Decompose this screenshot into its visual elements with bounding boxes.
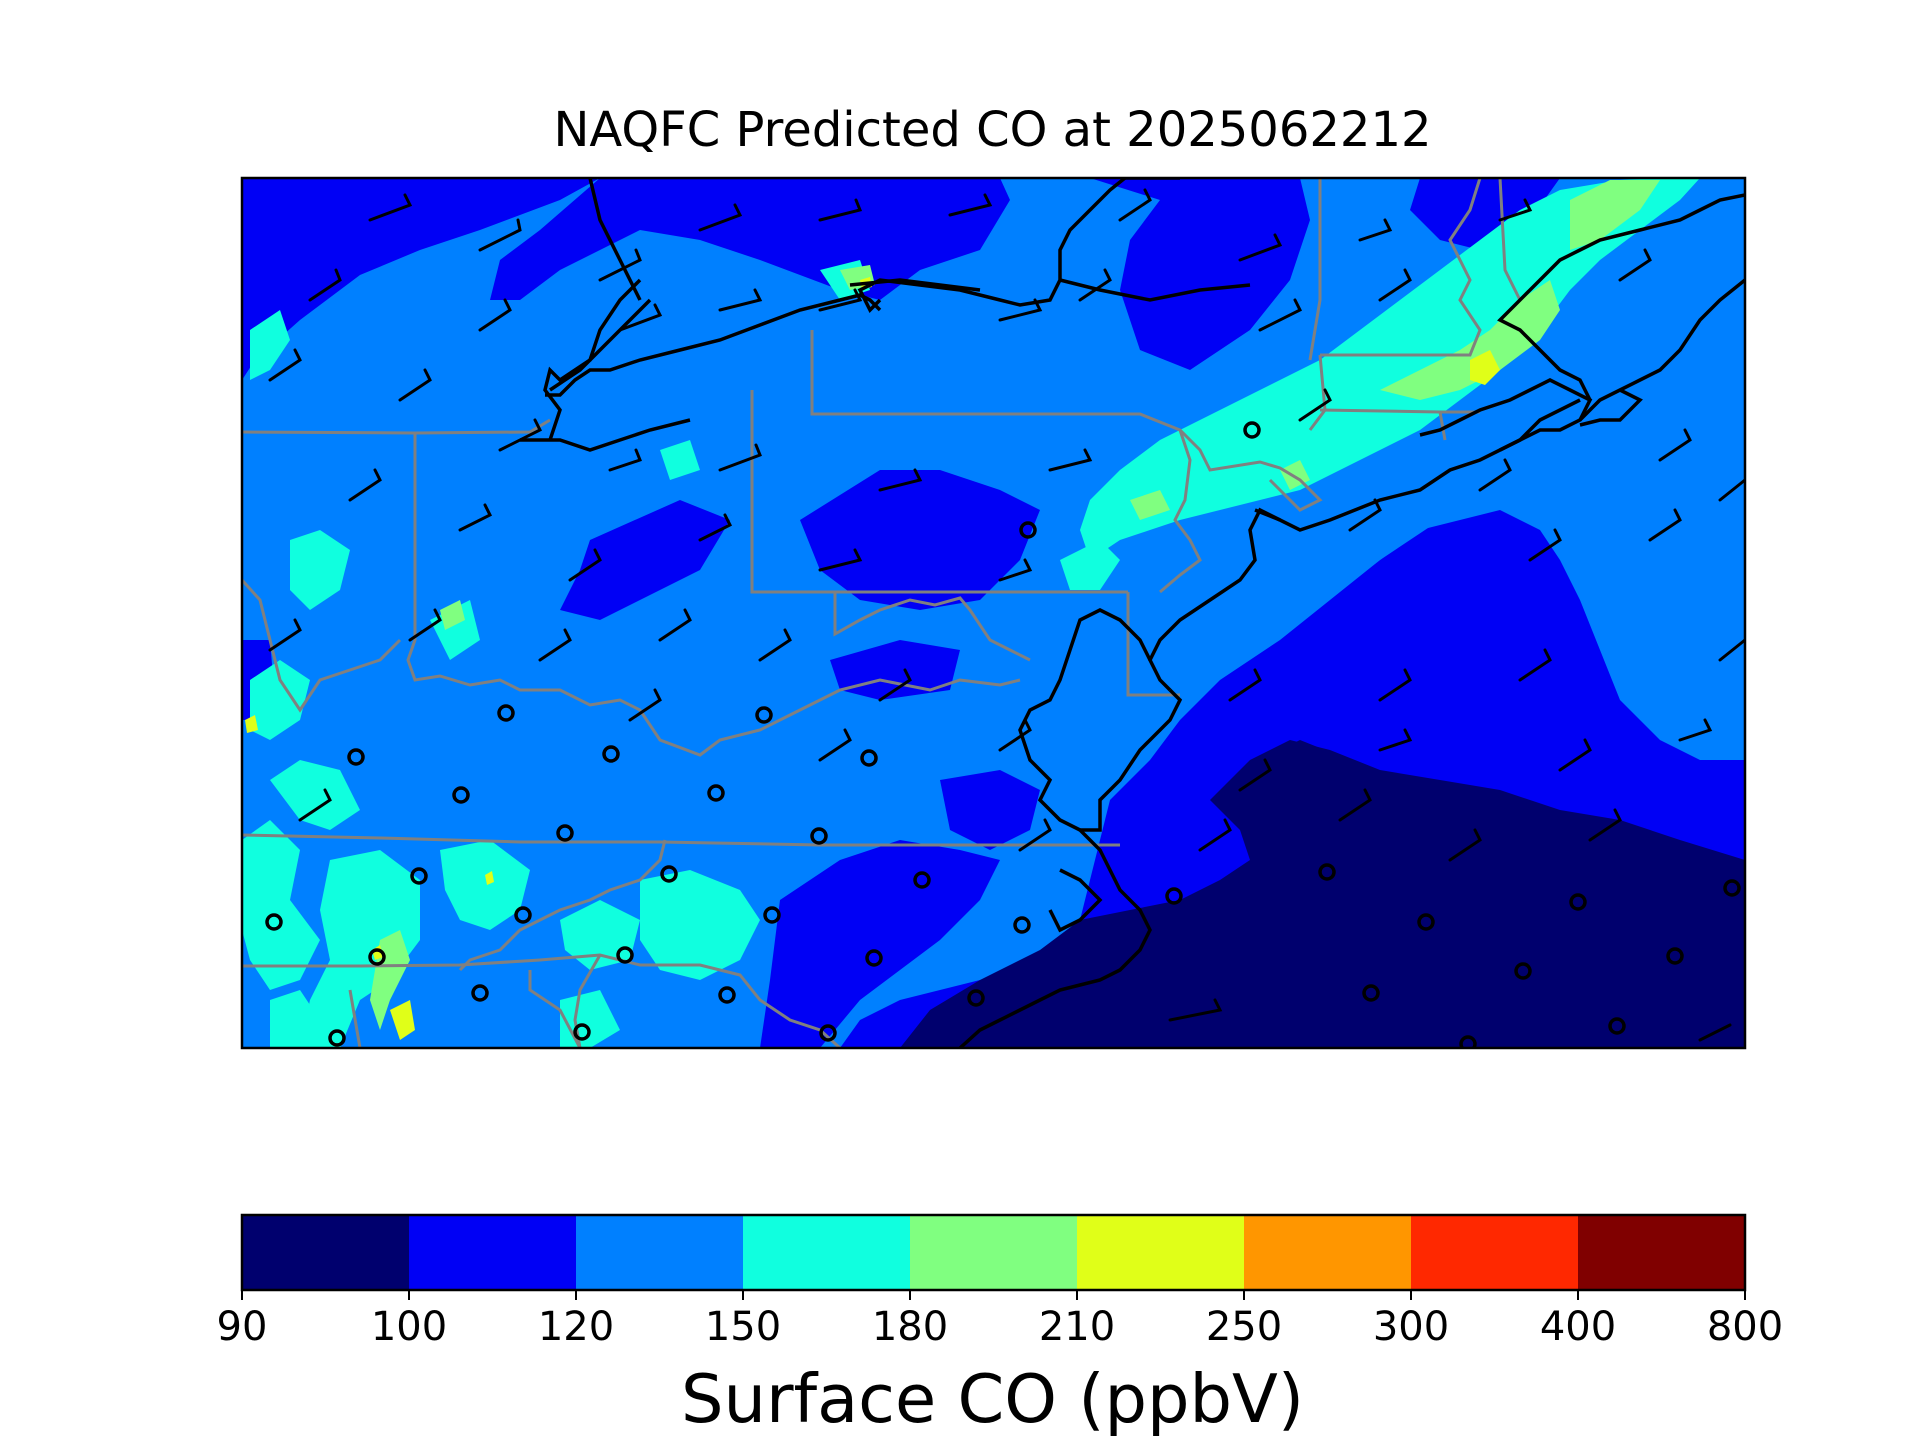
colorbar-cell (1578, 1215, 1746, 1290)
colorbar-frame (240, 1213, 1747, 1292)
map-title: NAQFC Predicted CO at 2025062212 (553, 102, 1432, 158)
colorbar-tick-label: 210 (1039, 1304, 1115, 1350)
colorbar-cell (1244, 1215, 1412, 1290)
colorbar-cell (409, 1215, 577, 1290)
calm-wind-circles (265, 421, 1741, 1048)
colorbar-tick-label: 800 (1707, 1304, 1783, 1350)
colorbar-label: Surface CO (ppbV) (680, 1360, 1305, 1438)
colorbar-tick-label: 90 (217, 1304, 268, 1350)
co-field-90-100 (900, 740, 1745, 1048)
colorbar-tick-label: 150 (705, 1304, 781, 1350)
colorbar-cell (910, 1215, 1078, 1290)
colorbar-ticks: 90 100 120 150 180 210 250 300 400 800 (217, 1290, 1783, 1350)
colorbar-cell (743, 1215, 911, 1290)
colorbar-tick-label: 120 (538, 1304, 614, 1350)
colorbar-tick-label: 100 (371, 1304, 447, 1350)
colorbar-cell (242, 1215, 410, 1290)
colorbar-cells (242, 1215, 1746, 1290)
colorbar-tick-label: 400 (1540, 1304, 1616, 1350)
colorbar-tick-label: 300 (1373, 1304, 1449, 1350)
wind-barbs (268, 188, 1745, 1042)
colorbar-cell (576, 1215, 744, 1290)
colorbar-tick-label: 180 (872, 1304, 948, 1350)
colorbar-tick-label: 250 (1206, 1304, 1282, 1350)
coastlines (520, 178, 1745, 1048)
colorbar-cell (1411, 1215, 1579, 1290)
colorbar-cell (1077, 1215, 1245, 1290)
map-frame (240, 176, 1747, 1050)
